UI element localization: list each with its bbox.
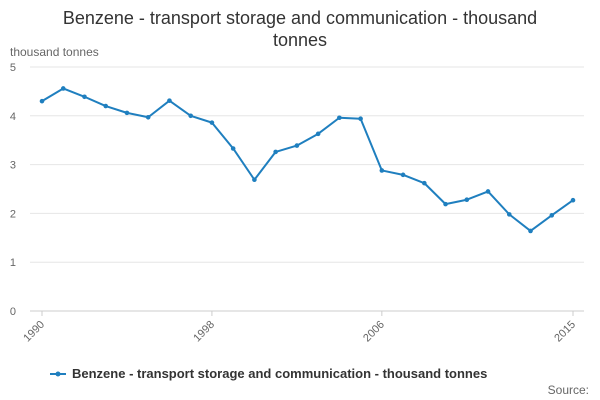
chart-title-line-2: tonnes: [273, 30, 327, 50]
data-point[interactable]: [273, 149, 278, 155]
data-point[interactable]: [443, 201, 448, 207]
data-point[interactable]: [358, 116, 363, 122]
data-point[interactable]: [167, 98, 172, 103]
grid-lines: [30, 66, 584, 263]
series-line: [41, 87, 574, 232]
legend[interactable]: Benzene - transport storage and communic…: [50, 366, 487, 381]
y-tick-label: 5: [10, 62, 16, 74]
data-point[interactable]: [422, 180, 427, 186]
x-tick-label: 1990: [21, 319, 47, 345]
data-point[interactable]: [528, 228, 533, 234]
data-point[interactable]: [103, 103, 109, 109]
data-point[interactable]: [39, 98, 45, 104]
y-axis-ticks: 0 1 2 3 4 5: [10, 62, 16, 318]
data-point[interactable]: [485, 189, 491, 194]
data-point[interactable]: [209, 120, 215, 125]
legend-label: Benzene - transport storage and communic…: [72, 366, 487, 381]
data-point[interactable]: [400, 172, 406, 178]
data-point[interactable]: [230, 146, 236, 151]
data-point[interactable]: [124, 110, 130, 116]
y-tick-label: 0: [10, 306, 16, 318]
data-point[interactable]: [570, 197, 576, 203]
x-axis-ticks: 1990 1998 2006 2015: [21, 311, 578, 344]
y-tick-label: 1: [10, 257, 16, 269]
data-point[interactable]: [549, 213, 555, 218]
source-label: Source:: [548, 383, 589, 397]
data-point[interactable]: [337, 115, 342, 121]
data-point[interactable]: [379, 168, 385, 173]
data-point[interactable]: [252, 177, 257, 183]
legend-marker: [55, 371, 61, 377]
chart-title-line-1: Benzene - transport storage and communic…: [63, 8, 537, 28]
data-point[interactable]: [315, 131, 321, 137]
y-axis-label: thousand tonnes: [10, 45, 99, 59]
data-point[interactable]: [294, 143, 300, 148]
x-tick-label: 2006: [361, 319, 387, 345]
data-point[interactable]: [82, 94, 87, 100]
series-benzene: [39, 86, 576, 234]
y-tick-label: 2: [10, 208, 16, 220]
data-point[interactable]: [145, 114, 151, 120]
data-point[interactable]: [506, 212, 512, 217]
data-point[interactable]: [60, 86, 66, 91]
data-point[interactable]: [464, 197, 470, 203]
data-point[interactable]: [188, 113, 193, 119]
x-tick-label: 1998: [191, 319, 217, 345]
y-tick-label: 3: [10, 160, 16, 172]
x-tick-label: 2015: [552, 319, 578, 345]
y-tick-label: 4: [10, 111, 16, 123]
